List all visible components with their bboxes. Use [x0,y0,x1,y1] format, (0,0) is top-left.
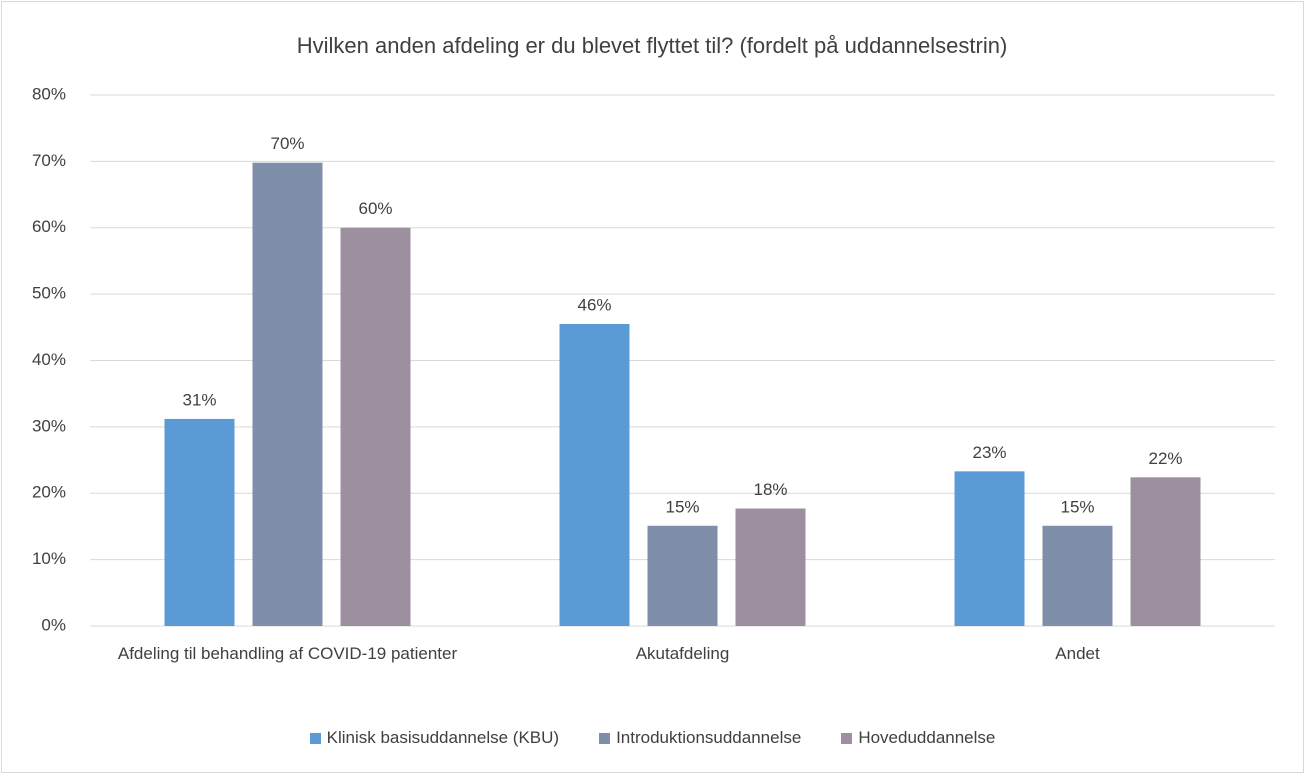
chart-title: Hvilken anden afdeling er du blevet flyt… [297,33,1008,58]
data-label: 15% [1060,497,1094,516]
bar [1130,477,1201,626]
data-label: 22% [1148,449,1182,468]
bar [340,227,411,626]
y-tick-label: 0% [41,615,66,634]
data-label: 46% [577,295,611,314]
x-tick-label: Akutafdeling [635,644,730,663]
bar [735,508,806,626]
legend-item: Klinisk basisuddannelse (KBU) [309,728,560,748]
bar [647,525,718,626]
y-tick-label: 80% [32,84,66,103]
x-tick-label: Afdeling til behandling af COVID-19 pati… [117,644,458,663]
y-tick-label: 20% [32,483,66,502]
bar [954,471,1025,626]
legend-swatch [599,732,611,744]
data-label: 15% [665,497,699,516]
y-tick-label: 60% [32,217,66,236]
data-label: 31% [182,390,216,409]
data-label: 60% [358,199,392,218]
legend-swatch [841,732,853,744]
bar [164,418,235,626]
legend-label: Hoveduddannelse [858,728,996,747]
y-tick-label: 50% [32,284,66,303]
data-label: 70% [270,134,304,153]
y-tick-label: 40% [32,350,66,369]
legend-label: Klinisk basisuddannelse (KBU) [326,728,560,747]
data-label: 18% [753,480,787,499]
legend-label: Introduktionsuddannelse [616,728,802,747]
y-tick-label: 70% [32,151,66,170]
y-tick-label: 10% [32,549,66,568]
bar [559,323,630,626]
legend-item: Introduktionsuddannelse [599,728,801,748]
legend-item: Hoveduddannelse [841,728,995,748]
bar [1042,525,1113,626]
bar [252,162,323,626]
x-tick-label: Andet [1055,644,1100,663]
legend-swatch [309,732,321,744]
legend: Klinisk basisuddannelse (KBU) Introduktio… [0,728,1305,748]
data-label: 23% [972,443,1006,462]
y-tick-label: 30% [32,416,66,435]
